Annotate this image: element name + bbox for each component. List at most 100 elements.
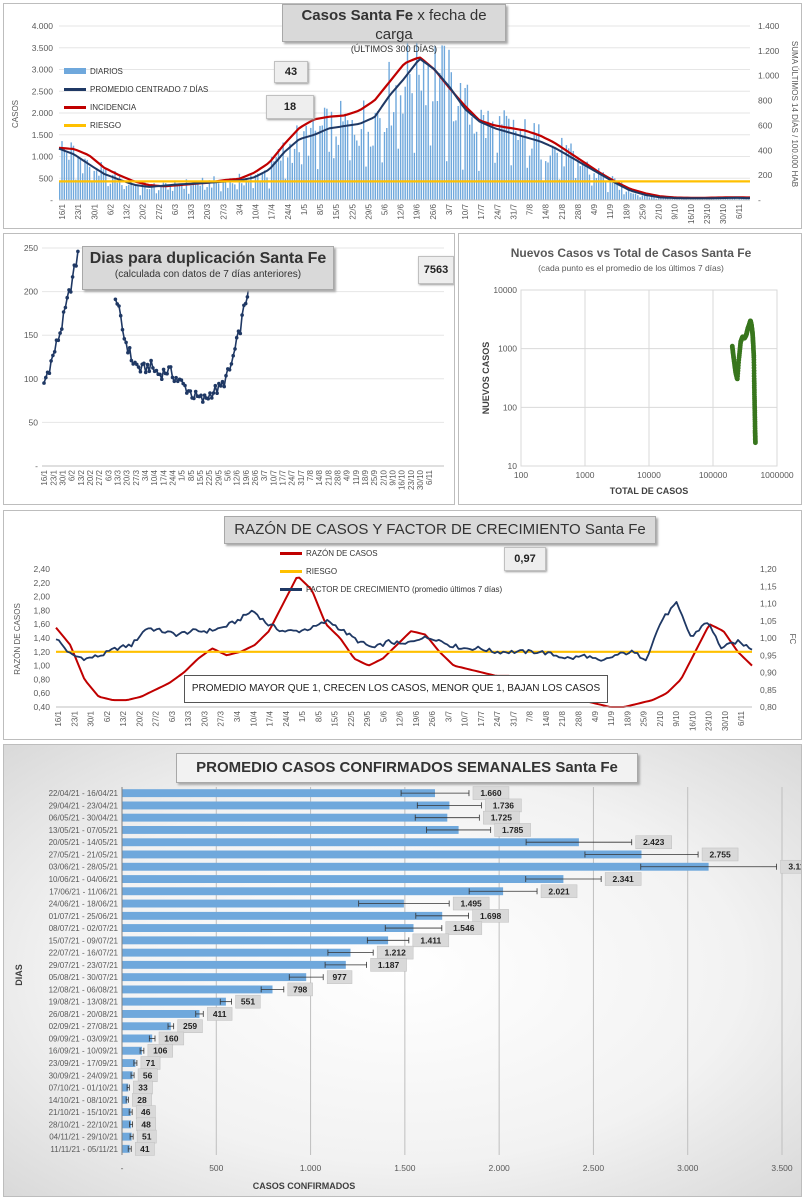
duplicacion-x-tick: 1/5 bbox=[178, 469, 187, 481]
duplicacion-x-tick: 29/5 bbox=[214, 469, 223, 485]
diarios-bar bbox=[77, 155, 79, 200]
razon-annotation: PROMEDIO MAYOR QUE 1, CRECEN LOS CASOS, … bbox=[184, 675, 608, 703]
diarios-bar bbox=[319, 125, 321, 200]
semanales-category-label: 28/10/21 - 22/10/21 bbox=[49, 1120, 119, 1129]
legend-item-razon: RAZÓN DE CASOS bbox=[280, 544, 502, 562]
semanales-value-label-box bbox=[412, 933, 450, 948]
diarios-bar bbox=[487, 110, 489, 200]
razon-x-tick: 18/9 bbox=[623, 710, 632, 726]
duplicacion-point bbox=[120, 327, 125, 332]
diarios-bar bbox=[570, 143, 572, 200]
diarios-bar bbox=[181, 184, 183, 200]
duplicacion-point bbox=[70, 275, 75, 279]
duplicacion-point bbox=[42, 381, 46, 385]
diarios-bar bbox=[190, 185, 192, 200]
diarios-bar bbox=[443, 45, 446, 200]
semanales-value-label: 977 bbox=[333, 972, 347, 982]
diarios-bar bbox=[174, 180, 176, 200]
semanales-value-label: 2.755 bbox=[709, 849, 731, 859]
diarios-bar bbox=[390, 125, 393, 200]
diarios-bar bbox=[644, 195, 646, 200]
diarios-bar bbox=[558, 179, 561, 200]
duplicacion-point bbox=[52, 350, 57, 354]
semanales-value-label: 1.698 bbox=[480, 911, 502, 921]
semanales-value-label: 3.111 bbox=[788, 862, 802, 872]
diarios-bar bbox=[363, 100, 365, 200]
diarios-bar bbox=[88, 166, 91, 200]
diarios-bar bbox=[625, 191, 627, 200]
duplicacion-point bbox=[199, 393, 203, 398]
diarios-bar bbox=[312, 115, 314, 200]
diarios-bar bbox=[540, 159, 542, 200]
razon-x-tick: 28/8 bbox=[574, 710, 583, 726]
semanales-value-label: 259 bbox=[183, 1021, 197, 1031]
razon-title: RAZÓN DE CASOS Y FACTOR DE CRECIMIENTO S… bbox=[234, 521, 646, 538]
diarios-bar bbox=[79, 157, 82, 200]
duplicacion-x-tick: 17/4 bbox=[159, 469, 168, 485]
casos-x-tick: 10/7 bbox=[461, 203, 470, 219]
scatter-subtitle: (cada punto es el promedio de los último… bbox=[538, 263, 724, 273]
duplicacion-point bbox=[58, 331, 62, 335]
semanales-category-label: 29/04/21 - 23/04/21 bbox=[49, 801, 119, 810]
legend-item-incidencia: INCIDENCIA bbox=[64, 98, 208, 116]
duplicacion-point bbox=[161, 367, 166, 372]
duplicacion-x-tick: 30/10 bbox=[416, 469, 425, 490]
diarios-bar bbox=[144, 181, 146, 200]
semanales-category-label: 24/06/21 - 18/06/21 bbox=[49, 900, 119, 909]
semanales-value-label-box bbox=[134, 1142, 155, 1156]
duplicacion-y-tick: - bbox=[35, 461, 38, 471]
diarios-bar bbox=[335, 136, 337, 200]
diarios-bar bbox=[660, 197, 662, 200]
casos-x-tick: 13/3 bbox=[187, 203, 196, 219]
diarios-bar bbox=[683, 198, 685, 200]
semanales-category-label: 13/05/21 - 07/05/21 bbox=[49, 826, 119, 835]
razon-x-tick: 19/6 bbox=[412, 710, 421, 726]
duplicacion-point bbox=[51, 353, 55, 358]
razon-x-tick: 30/10 bbox=[721, 710, 730, 731]
duplicacion-point bbox=[240, 313, 244, 317]
diarios-bar bbox=[337, 144, 340, 200]
razon-x-tick: 11/9 bbox=[607, 710, 616, 726]
casos-x-tick: 3/7 bbox=[445, 203, 454, 215]
diarios-bar bbox=[475, 131, 478, 200]
diarios-bar bbox=[501, 124, 503, 200]
diarios-bar bbox=[641, 195, 644, 200]
duplicacion-point bbox=[192, 396, 196, 401]
duplicacion-point bbox=[234, 335, 239, 340]
diarios-bar bbox=[655, 198, 657, 200]
diarios-bar bbox=[353, 134, 356, 200]
diarios-bar bbox=[107, 186, 109, 200]
diarios-bar bbox=[627, 188, 630, 200]
promedio-line bbox=[58, 58, 750, 200]
duplicacion-point bbox=[215, 391, 219, 395]
diarios-bar bbox=[344, 113, 346, 200]
scatter-y-tick: 1000 bbox=[498, 344, 517, 354]
razon-x-tick: 16/10 bbox=[688, 710, 697, 731]
semanales-value-label-box bbox=[177, 1019, 203, 1033]
diarios-bar bbox=[118, 175, 121, 200]
diarios-bar bbox=[135, 186, 137, 200]
diarios-bar bbox=[266, 177, 268, 200]
diarios-bar bbox=[132, 185, 135, 200]
diarios-bar bbox=[323, 107, 326, 200]
casos-x-tick: 26/6 bbox=[429, 203, 438, 219]
duplicacion-x-tick: 17/7 bbox=[278, 469, 287, 485]
semanales-value-label: 1.495 bbox=[461, 899, 483, 909]
diarios-bar bbox=[215, 181, 217, 200]
duplicacion-point bbox=[231, 353, 235, 358]
diarios-bar bbox=[632, 193, 634, 200]
diarios-bar bbox=[376, 111, 379, 200]
diarios-bar bbox=[498, 116, 501, 200]
diarios-bar bbox=[574, 178, 577, 200]
razon-x-tick: 6/11 bbox=[737, 710, 746, 726]
duplicacion-point bbox=[135, 362, 139, 367]
duplicacion-point bbox=[147, 369, 152, 374]
scatter-point bbox=[753, 440, 758, 446]
razon-x-tick: 29/5 bbox=[363, 710, 372, 726]
duplicacion-point bbox=[210, 396, 214, 400]
legend-label-diarios: DIARIOS bbox=[90, 66, 123, 76]
diarios-bar bbox=[284, 178, 287, 200]
razon-x-tick: 20/3 bbox=[200, 710, 209, 726]
duplicacion-point bbox=[211, 391, 216, 395]
scatter-y-tick: 100 bbox=[503, 402, 517, 412]
